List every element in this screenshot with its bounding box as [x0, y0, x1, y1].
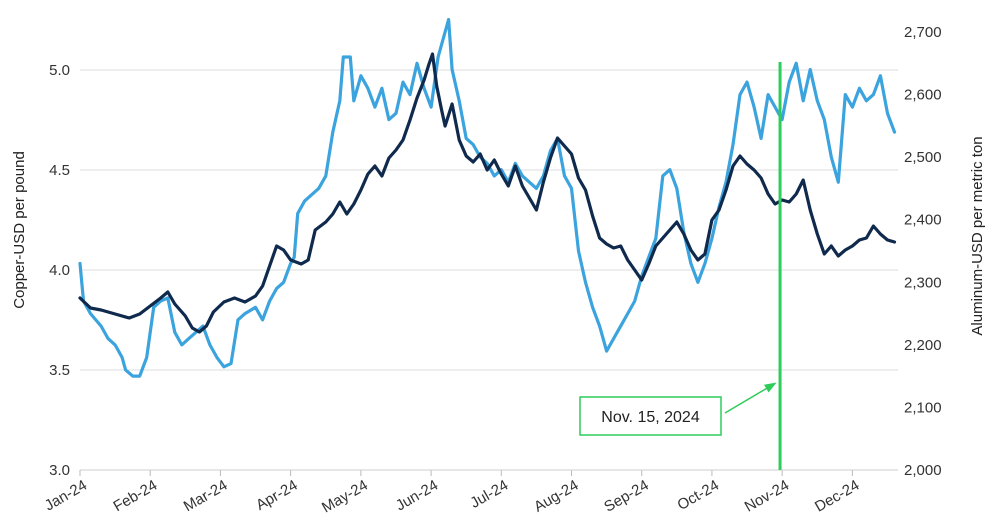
x-tick-label: Sep-24 — [601, 477, 651, 516]
left-tick-label: 4.5 — [49, 162, 70, 179]
x-tick-label: Nov-24 — [742, 477, 792, 516]
annotation-arrowhead — [764, 382, 777, 393]
annotation-label: Nov. 15, 2024 — [601, 409, 700, 426]
x-tick-label: Jun-24 — [393, 477, 441, 515]
x-tick-label: May-24 — [319, 477, 371, 517]
left-axis-title: Copper-USD per pound — [11, 151, 28, 309]
right-tick-label: 2,700 — [904, 24, 942, 41]
right-tick-label: 2,400 — [904, 212, 942, 229]
right-tick-label: 2,500 — [904, 149, 942, 166]
right-tick-label: 2,300 — [904, 274, 942, 291]
x-tick-label: Dec-24 — [812, 477, 862, 516]
x-axis-ticks: Jan-24 Feb-24 Mar-24 Apr-24 May-24 Jun-24 Jul-… — [42, 469, 898, 517]
left-tick-label: 3.0 — [49, 462, 70, 479]
right-tick-label: 2,100 — [904, 399, 942, 416]
left-tick-label: 5.0 — [49, 62, 70, 79]
copper-series-line — [78, 52, 897, 334]
x-tick-label: Oct-24 — [674, 477, 721, 514]
right-tick-label: 2,200 — [904, 337, 942, 354]
annotation-box — [579, 396, 722, 436]
x-tick-label: Jul-24 — [467, 477, 511, 512]
x-tick-label: Mar-24 — [181, 477, 231, 515]
left-tick-label: 3.5 — [49, 362, 70, 379]
x-tick-label: Aug-24 — [531, 477, 581, 516]
left-axis-ticks: 3.0 3.5 4.0 4.5 5.0 — [49, 62, 70, 479]
gridlines — [80, 69, 898, 471]
annotation-group: Nov. 15, 2024 — [579, 62, 782, 470]
x-tick-label: Feb-24 — [111, 477, 161, 515]
annotation-arrow — [724, 383, 775, 414]
right-tick-label: 2,600 — [904, 87, 942, 104]
x-tick-label: Jan-24 — [42, 477, 90, 515]
right-tick-label: 2,000 — [904, 462, 942, 479]
right-axis-title: Aluminum-USD per metric ton — [969, 136, 986, 335]
right-axis-ticks: 2,000 2,100 2,200 2,300 2,400 2,500 2,600 2,700 — [904, 24, 942, 479]
left-tick-label: 4.0 — [49, 262, 70, 279]
aluminum-series-line — [78, 17, 897, 378]
x-tick-label: Apr-24 — [253, 477, 300, 514]
series-lines — [78, 17, 897, 378]
